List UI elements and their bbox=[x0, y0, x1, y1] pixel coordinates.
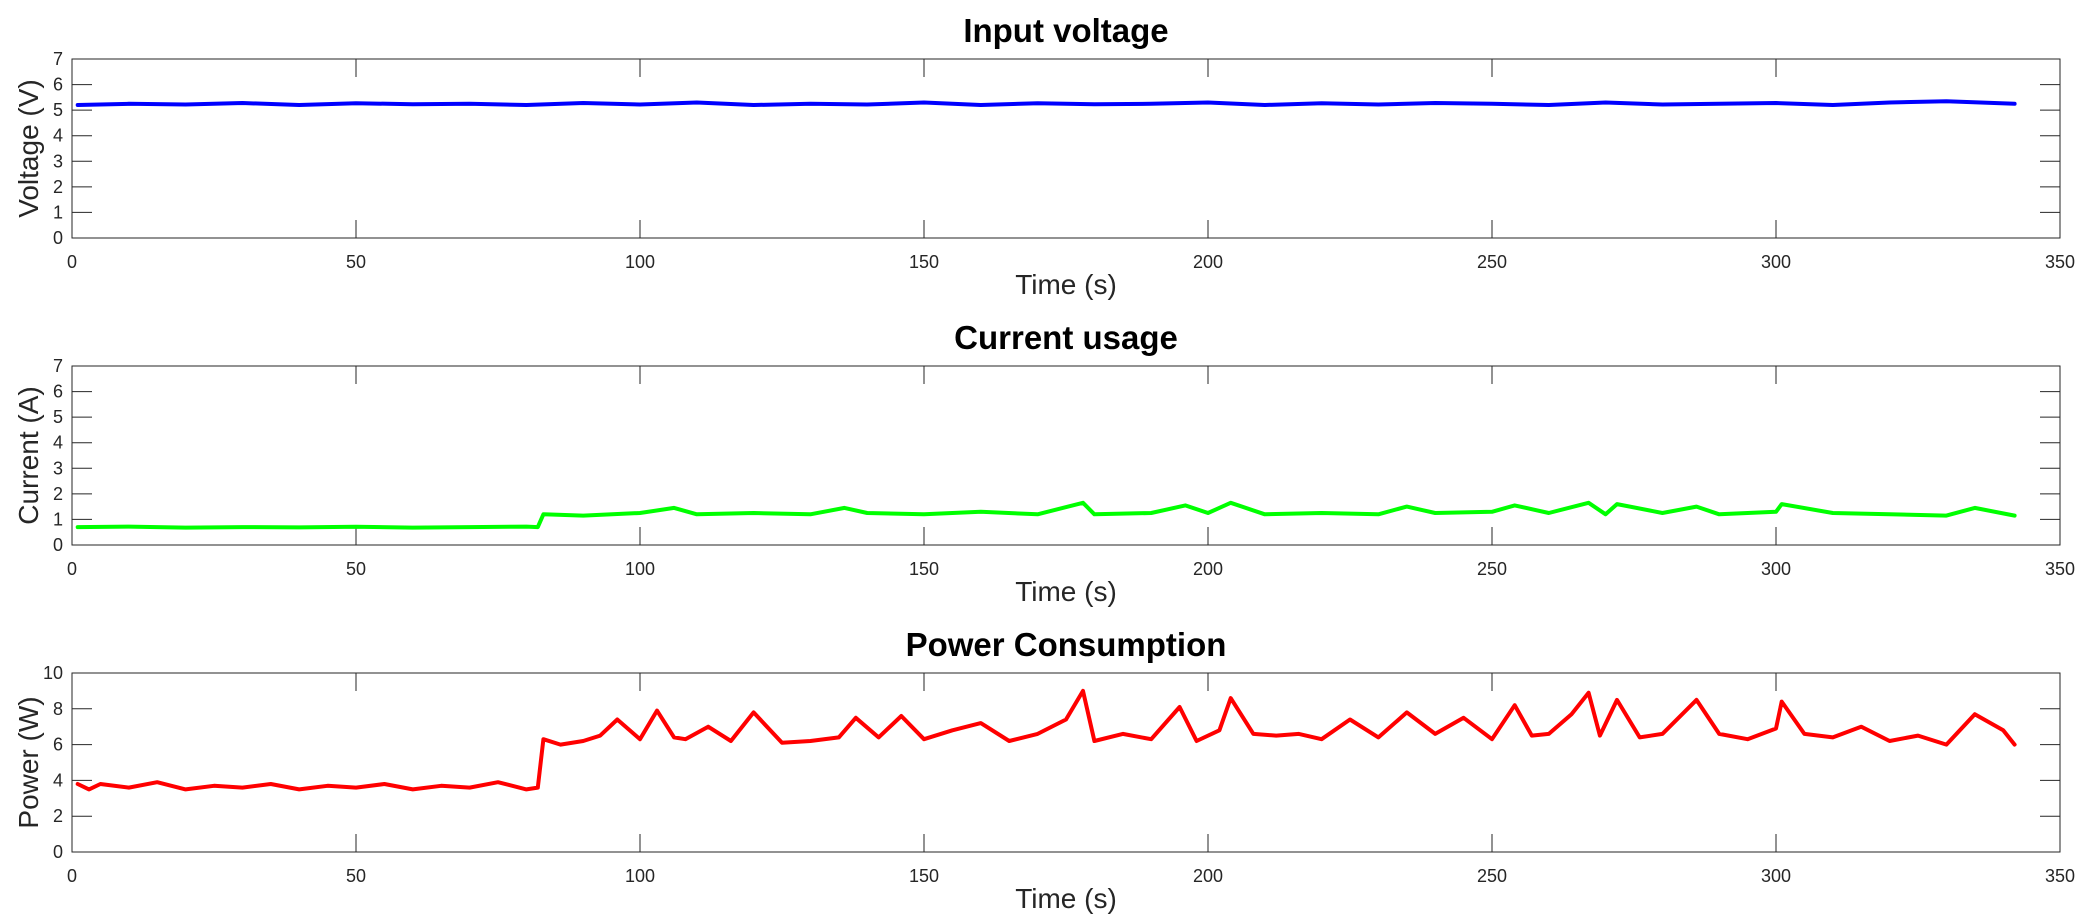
y-tick-label: 0 bbox=[53, 535, 63, 555]
y-axis-label: Voltage (V) bbox=[13, 79, 44, 218]
x-tick-label: 50 bbox=[346, 252, 366, 272]
axes-box bbox=[71, 365, 2061, 546]
y-tick-label: 4 bbox=[53, 433, 63, 453]
y-tick-label: 1 bbox=[53, 509, 63, 529]
x-tick-label: 200 bbox=[1193, 866, 1223, 886]
axes-box bbox=[71, 672, 2061, 853]
x-axis-label: Time (s) bbox=[1015, 269, 1117, 300]
x-tick-label: 350 bbox=[2045, 252, 2075, 272]
y-tick-label: 10 bbox=[43, 663, 63, 683]
chart-title: Power Consumption bbox=[906, 626, 1227, 663]
y-tick-label: 7 bbox=[53, 49, 63, 69]
y-tick-label: 6 bbox=[53, 75, 63, 95]
x-tick-label: 250 bbox=[1477, 866, 1507, 886]
chart-title: Input voltage bbox=[963, 12, 1168, 49]
x-tick-label: 300 bbox=[1761, 866, 1791, 886]
y-tick-label: 3 bbox=[53, 458, 63, 478]
series-line-1 bbox=[75, 500, 2017, 530]
x-tick-label: 50 bbox=[346, 559, 366, 579]
x-tick-label: 200 bbox=[1193, 559, 1223, 579]
y-axis-label: Current (A) bbox=[13, 386, 44, 524]
y-axis-label: Power (W) bbox=[13, 696, 44, 828]
x-tick-label: 100 bbox=[625, 866, 655, 886]
y-tick-label: 5 bbox=[53, 100, 63, 120]
x-tick-label: 50 bbox=[346, 866, 366, 886]
x-tick-label: 200 bbox=[1193, 252, 1223, 272]
chart-3: 0 50 100 150 200 250 300 350 0 2 4 6 8 10 Power Consum… bbox=[13, 626, 2075, 914]
series-line-1 bbox=[75, 99, 2017, 107]
y-tick-label: 2 bbox=[53, 806, 63, 826]
x-tick-label: 350 bbox=[2045, 559, 2075, 579]
y-tick-label: 0 bbox=[53, 842, 63, 862]
chart-1: 0 50 100 150 200 250 300 350 0 1 2 3 4 5 6 7 Input volta… bbox=[13, 12, 2075, 300]
y-tick-label: 0 bbox=[53, 228, 63, 248]
x-tick-label: 150 bbox=[909, 866, 939, 886]
x-axis-label: Time (s) bbox=[1015, 576, 1117, 607]
x-tick-label: 0 bbox=[67, 866, 77, 886]
x-tick-label: 0 bbox=[67, 252, 77, 272]
y-tick-label: 7 bbox=[53, 356, 63, 376]
y-tick-label: 2 bbox=[53, 177, 63, 197]
y-tick-label: 3 bbox=[53, 151, 63, 171]
x-tick-label: 150 bbox=[909, 559, 939, 579]
y-tick-label: 4 bbox=[53, 770, 63, 790]
y-tick-label: 6 bbox=[53, 382, 63, 402]
x-axis-label: Time (s) bbox=[1015, 883, 1117, 914]
y-tick-label: 5 bbox=[53, 407, 63, 427]
x-tick-label: 150 bbox=[909, 252, 939, 272]
x-tick-label: 250 bbox=[1477, 559, 1507, 579]
y-tick-label: 1 bbox=[53, 202, 63, 222]
x-tick-label: 100 bbox=[625, 559, 655, 579]
x-tick-label: 350 bbox=[2045, 866, 2075, 886]
x-tick-label: 300 bbox=[1761, 559, 1791, 579]
y-tick-label: 2 bbox=[53, 484, 63, 504]
x-tick-label: 0 bbox=[67, 559, 77, 579]
chart-2: 0 50 100 150 200 250 300 350 0 1 2 3 4 5 6 7 Current usa… bbox=[13, 319, 2075, 607]
y-tick-label: 4 bbox=[53, 126, 63, 146]
x-tick-label: 100 bbox=[625, 252, 655, 272]
chart-title: Current usage bbox=[954, 319, 1178, 356]
x-tick-label: 300 bbox=[1761, 252, 1791, 272]
axes-box bbox=[71, 58, 2061, 239]
series-line-1 bbox=[75, 688, 2017, 792]
y-tick-label: 6 bbox=[53, 735, 63, 755]
x-tick-label: 250 bbox=[1477, 252, 1507, 272]
y-tick-label: 8 bbox=[53, 699, 63, 719]
